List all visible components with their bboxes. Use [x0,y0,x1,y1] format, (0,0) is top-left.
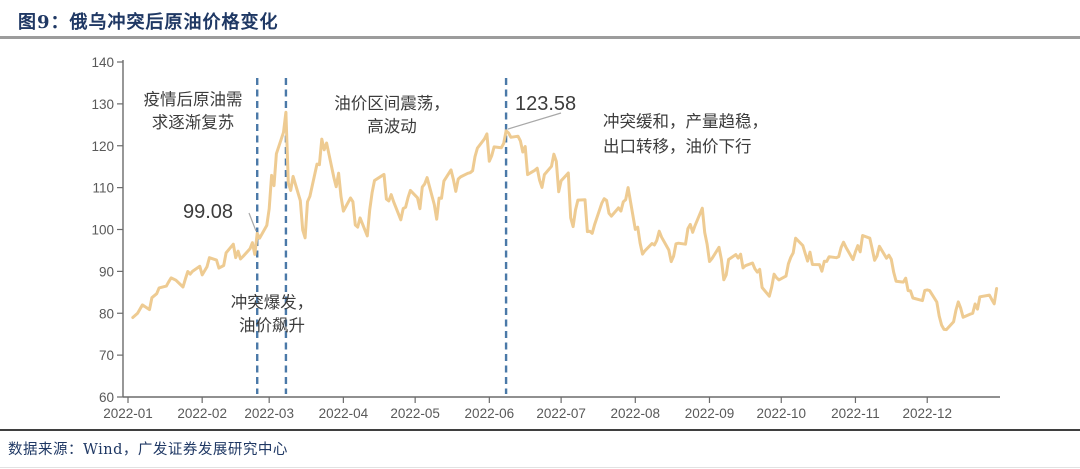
x-tick-label: 2022-06 [465,406,515,421]
y-tick-label: 140 [91,55,114,70]
title-divider [0,36,1080,39]
y-tick-label: 90 [99,264,114,279]
x-tick-label: 2022-07 [536,406,586,421]
x-tick-label: 2022-09 [685,406,735,421]
y-tick-label: 80 [99,306,114,321]
callout-line-feb [248,212,257,232]
x-tick-label: 2022-02 [177,406,227,421]
y-tick-label: 100 [91,223,114,238]
x-tick-label: 2022-12 [902,406,952,421]
x-tick-label: 2022-08 [611,406,661,421]
figure-title: 图9：俄乌冲突后原油价格变化 [18,12,279,33]
data-source: 数据来源：Wind，广发证券发展研究中心 [8,442,288,458]
price-point-label-feb: 99.08 [183,201,234,223]
y-tick-label: 120 [91,139,114,154]
x-tick-label: 2022-11 [831,406,880,421]
x-tick-label: 2022-10 [756,406,806,421]
annotation-price-volatility: 油价区间震荡， 高波动 [334,94,450,136]
price-line [131,110,999,332]
footer-divider [0,429,1080,431]
oil-price-chart: 140 130 120 110 100 90 80 70 60 2022-01 2022-02 202… [0,40,1080,430]
annotation-conflict-easing: 冲突缓和，产量趋稳， 出口转移，油价下行 [603,112,768,156]
y-tick-label: 110 [92,181,114,196]
y-tick-label: 130 [91,97,114,112]
x-tick-label: 2022-03 [244,406,294,421]
x-tick-label: 2022-05 [390,406,440,421]
y-tick-label: 60 [99,390,114,405]
price-point-label-jun: 123.58 [515,93,577,115]
callout-line-jun [507,112,562,130]
bottom-edge-line [0,467,1080,468]
y-tick-label: 70 [99,348,114,363]
annotation-conflict-outbreak: 冲突爆发， 油价飙升 [230,293,314,335]
x-tick-label: 2022-01 [103,406,153,421]
annotation-demand-recovery: 疫情后原油需 求逐渐复苏 [143,90,243,132]
x-tick-label: 2022-04 [319,406,369,421]
